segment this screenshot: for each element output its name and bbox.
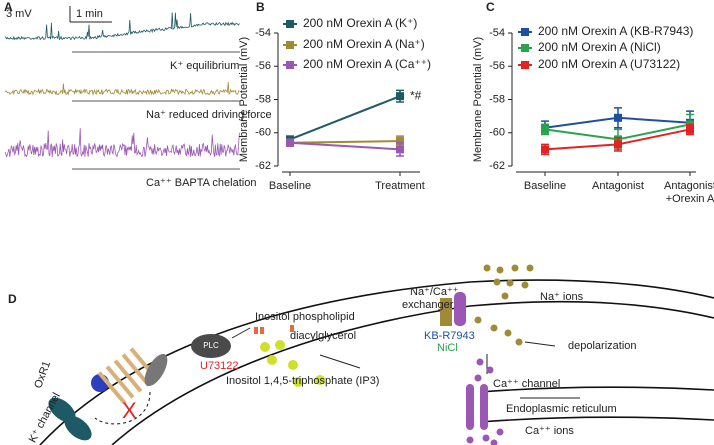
exchanger — [454, 292, 466, 326]
panel-a: 3 mV 1 min K⁺ equilibrium Na⁺ reduced dr… — [4, 6, 272, 189]
panel-label: C — [486, 0, 495, 14]
label: depolarization — [568, 340, 637, 352]
er-membrane — [479, 386, 714, 393]
legend-marker — [521, 61, 529, 69]
label: Na⁺/Ca⁺⁺ — [410, 286, 459, 298]
legend-label: 200 nM Orexin A (Ca⁺⁺) — [303, 57, 431, 71]
trace-label: Ca⁺⁺ BAPTA chelation — [146, 177, 256, 189]
panel-label: D — [8, 292, 17, 306]
legend-marker — [286, 61, 294, 69]
y-tick-label: -56 — [255, 60, 271, 72]
panel-label: B — [256, 0, 265, 14]
y-tick-label: -62 — [489, 160, 505, 172]
label: Na⁺ ions — [540, 291, 584, 303]
arrow — [231, 327, 251, 339]
marker — [614, 140, 622, 149]
trace-label: K⁺ equilibrium — [170, 60, 239, 72]
inhibitor-label: KB-R7943 — [424, 330, 475, 342]
legend-label: 200 nM Orexin A (KB-R7943) — [538, 24, 693, 38]
annotation: *# — [410, 88, 422, 102]
legend-label: 200 nM Orexin A (U73122) — [538, 57, 680, 71]
scale-label: 1 min — [76, 8, 103, 20]
marker — [396, 92, 404, 101]
label: Endoplasmic reticulum — [506, 403, 617, 415]
na-ions — [474, 264, 534, 346]
trace — [4, 81, 240, 96]
ca-ions — [466, 358, 504, 445]
y-tick-label: -58 — [255, 93, 271, 105]
marker — [396, 145, 404, 154]
label: Ca⁺⁺ ions — [525, 425, 574, 437]
series-line — [289, 95, 401, 141]
marker — [541, 145, 549, 154]
marker — [396, 137, 404, 146]
g-protein — [144, 353, 168, 387]
arrow — [319, 354, 361, 369]
y-axis-label: Membrane Potential (mV) — [238, 37, 250, 162]
phospholipid-heads — [254, 325, 294, 334]
ip3-molecules — [260, 340, 325, 387]
x-tick-label: Antagonist — [592, 180, 644, 192]
label: Inositol 1,4,5-triphosphate (IP3) — [226, 375, 379, 387]
inhibitor-label: U73122 — [200, 360, 239, 372]
legend-label: 200 nM Orexin A (K⁺) — [303, 16, 417, 30]
series-line — [289, 140, 401, 144]
y-axis-label: Membrane Potential (mV) — [472, 37, 484, 162]
inhibitor-label: NiCl — [437, 342, 458, 354]
label: exchanger — [402, 299, 454, 311]
x-tick-label: Treatment — [375, 180, 425, 192]
marker — [286, 138, 294, 147]
legend-marker — [286, 41, 294, 49]
membrane-inner — [111, 300, 714, 445]
x-tick-label: Baseline — [524, 180, 566, 192]
legend-marker — [286, 20, 294, 28]
marker — [541, 125, 549, 134]
x-tick-label: Antagonist +Orexin A — [664, 180, 714, 205]
label: OxR1 — [32, 359, 53, 390]
y-tick-label: -60 — [489, 127, 505, 139]
trace — [4, 128, 240, 158]
y-tick-label: -58 — [489, 93, 505, 105]
label: Inositol phospholipid — [255, 311, 355, 323]
legend-marker — [521, 44, 529, 52]
legend-label: 200 nM Orexin A (Na⁺) — [303, 37, 425, 51]
k-channel — [48, 397, 92, 441]
trace — [4, 12, 240, 41]
marker — [614, 113, 622, 122]
label: diacylglycerol — [290, 330, 356, 342]
y-tick-label: -54 — [489, 27, 505, 39]
ca-channel — [480, 384, 488, 430]
legend-marker — [521, 28, 529, 36]
y-tick-label: -60 — [255, 127, 271, 139]
block-mark: X — [122, 398, 137, 423]
scale-label: 3 mV — [6, 8, 32, 20]
exchanger — [440, 298, 452, 326]
panel-label: A — [4, 0, 13, 14]
y-tick-label: -56 — [489, 60, 505, 72]
series-line — [289, 141, 401, 151]
marker — [686, 125, 694, 134]
label: Ca⁺⁺ channel — [493, 378, 560, 390]
ca-channel — [466, 384, 474, 430]
plc-label: PLC — [203, 341, 219, 350]
plc — [191, 334, 231, 358]
y-tick-label: -62 — [255, 160, 271, 172]
x-tick-label: Baseline — [269, 180, 311, 192]
er-membrane — [479, 416, 714, 423]
y-tick-label: -54 — [255, 27, 271, 39]
trace-label: Na⁺ reduced driving force — [146, 109, 272, 121]
diagram: X PLC U73122 Na⁺/Ca⁺⁺ — [27, 264, 714, 445]
arrow — [94, 391, 151, 425]
legend-label: 200 nM Orexin A (NiCl) — [538, 40, 661, 54]
arrow — [524, 341, 556, 347]
